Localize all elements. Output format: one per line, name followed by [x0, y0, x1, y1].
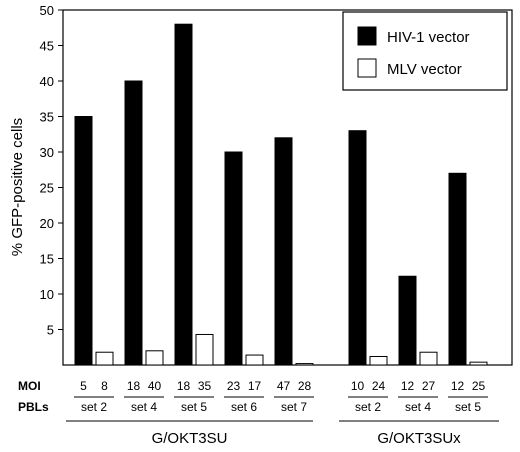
bar: [195, 333, 214, 366]
bar: [295, 363, 314, 366]
y-tick-label: 5: [47, 323, 54, 338]
moi-value: 23: [227, 379, 241, 393]
y-axis-label: % GFP-positive cells: [9, 118, 26, 256]
pbl-row: PBLs set 2 set 4 set 5 set 6 set 7 set 2 set 4…: [18, 396, 488, 414]
moi-row-label: MOI: [18, 379, 41, 393]
pbl-set-label: set 4: [131, 400, 157, 414]
bar: [174, 23, 193, 366]
y-tick-label: 40: [40, 74, 54, 89]
pbl-set-label: set 2: [355, 400, 381, 414]
y-tick-label: 20: [40, 216, 54, 231]
bar: [398, 275, 417, 366]
moi-value: 25: [472, 379, 486, 393]
group-labels: G/OKT3SU G/OKT3SUx: [66, 420, 499, 447]
moi-value: 12: [451, 379, 465, 393]
moi-value: 5: [80, 379, 87, 393]
bar: [74, 116, 93, 366]
moi-value: 12: [401, 379, 415, 393]
legend-label-mlv: MLV vector: [387, 61, 462, 78]
bar: [419, 351, 438, 366]
moi-value: 8: [101, 379, 108, 393]
y-tick-label: 15: [40, 252, 54, 267]
moi-value: 17: [248, 379, 262, 393]
y-tick-label: 45: [40, 39, 54, 54]
group-label: G/OKT3SU: [152, 430, 228, 447]
moi-value: 35: [198, 379, 212, 393]
legend-swatch-hiv1: [357, 26, 377, 46]
y-tick-label: 50: [40, 3, 54, 18]
moi-value: 28: [298, 379, 312, 393]
group-label: G/OKT3SUx: [377, 430, 461, 447]
bar: [95, 351, 114, 366]
bars: [74, 23, 488, 366]
pbl-set-label: set 4: [405, 400, 431, 414]
legend-frame: [342, 11, 508, 91]
y-tick-label: 25: [40, 181, 54, 196]
bar: [124, 80, 143, 366]
legend: HIV-1 vector MLV vector: [342, 11, 508, 91]
pbl-set-label: set 5: [181, 400, 207, 414]
moi-value: 47: [277, 379, 291, 393]
bar: [369, 355, 388, 366]
pbl-set-label: set 2: [81, 400, 107, 414]
moi-value: 10: [351, 379, 365, 393]
bar: [245, 354, 264, 366]
legend-swatch-mlv: [357, 58, 377, 78]
bar: [448, 172, 467, 366]
y-axis: 5 10 15 20 25 30 35 40 45 50: [40, 3, 63, 338]
moi-value: 18: [127, 379, 141, 393]
y-tick-label: 35: [40, 110, 54, 125]
bar: [348, 130, 367, 366]
bar: [145, 350, 164, 366]
moi-value: 40: [148, 379, 162, 393]
bar: [224, 151, 243, 366]
legend-label-hiv1: HIV-1 vector: [387, 29, 470, 46]
pbl-set-label: set 6: [231, 400, 257, 414]
bar: [469, 361, 488, 366]
pbl-set-label: set 5: [455, 400, 481, 414]
y-tick-label: 10: [40, 287, 54, 302]
y-tick-label: 30: [40, 145, 54, 160]
bar: [274, 137, 293, 366]
moi-value: 27: [422, 379, 436, 393]
pbls-row-label: PBLs: [18, 400, 49, 414]
moi-value: 24: [372, 379, 386, 393]
pbl-set-label: set 7: [281, 400, 307, 414]
moi-row: MOI 5 8 18 40 18 35 23 17 47 28 10 24 12 27 12 25: [18, 379, 485, 393]
moi-value: 18: [177, 379, 191, 393]
